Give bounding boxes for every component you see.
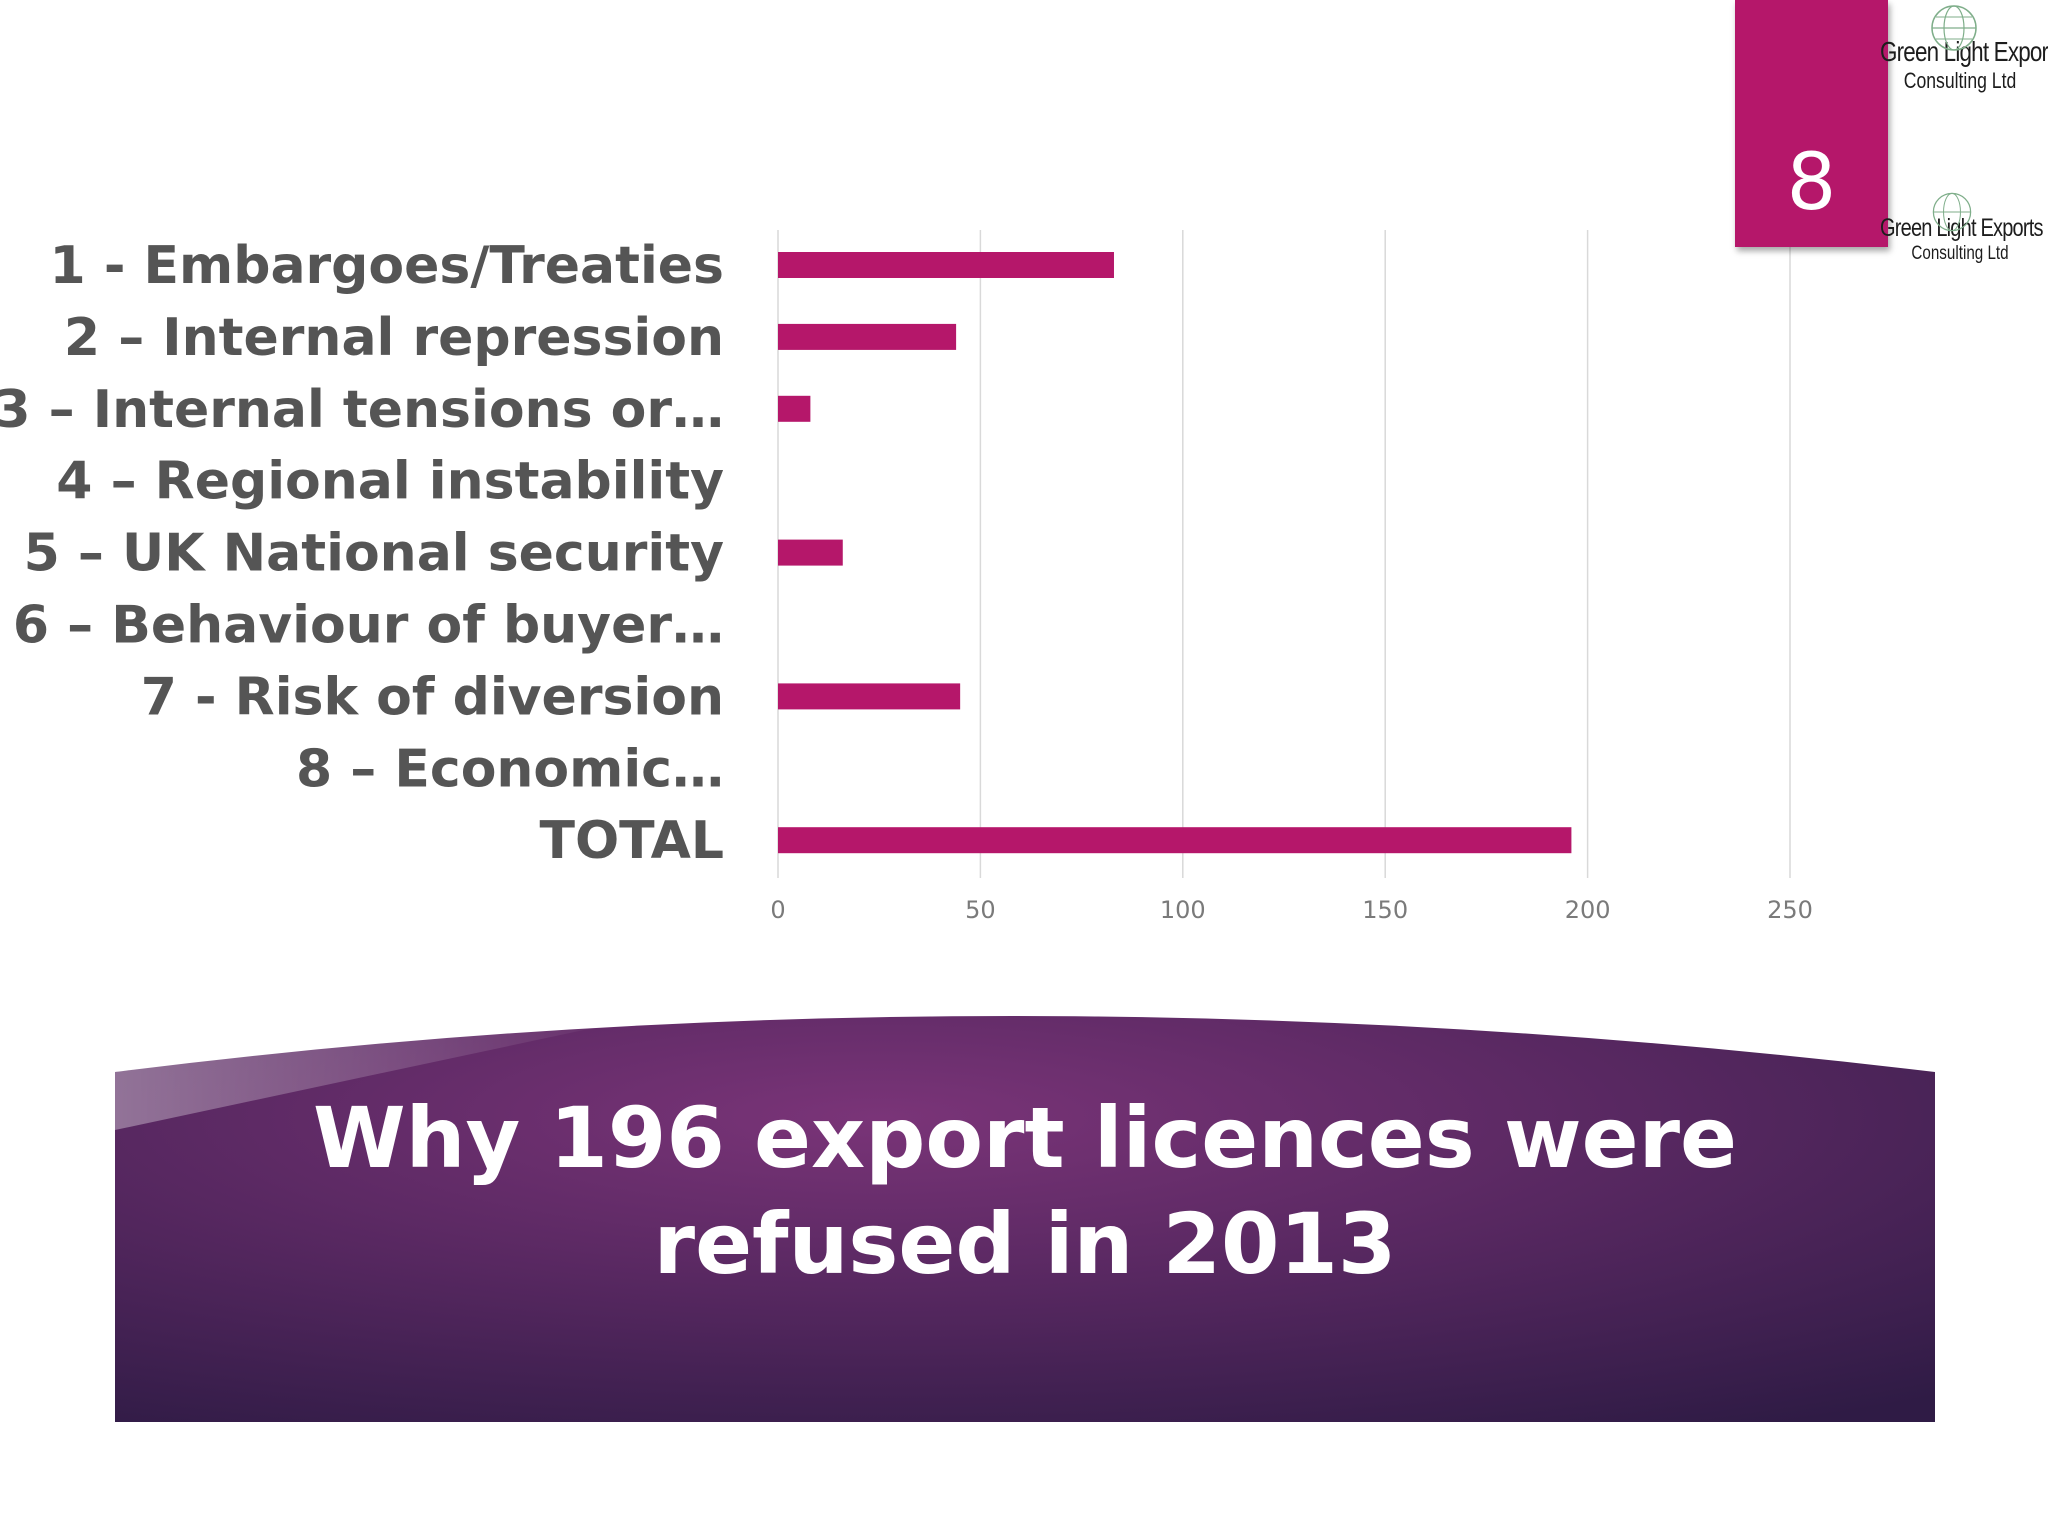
category-labels: 1 - Embargoes/Treaties 2 – Internal repre… [0,236,724,871]
slide-title: Why 196 export licences were refused in … [115,1085,1935,1297]
company-logo-top: Green Light Exports Consulting Ltd [1860,36,2048,94]
bar [778,539,843,566]
category-label: 4 – Regional instability [56,452,724,512]
x-tick-label: 50 [965,896,996,924]
logo-name: Green Light Exports [1880,36,2048,67]
x-tick-label: 100 [1160,896,1206,924]
page-number-badge: 8 [1735,0,1888,247]
title-line-2: refused in 2013 [653,1195,1397,1293]
x-tick-labels: 0 50 100 150 200 250 [770,896,1813,924]
bar-chart: 1 - Embargoes/Treaties 2 – Internal repre… [0,230,1813,924]
globe-icon [1932,192,1972,232]
bars [778,252,1572,854]
gridlines [777,230,1791,878]
logo-subtitle: Consulting Ltd [1903,68,2017,93]
x-tick-label: 200 [1565,896,1611,924]
category-label: 7 - Risk of diversion [141,667,724,727]
logo-subtitle: Consulting Ltd [1911,243,2009,264]
title-line-1: Why 196 export licences were [313,1089,1737,1187]
bar [778,323,957,350]
bar [778,252,1114,278]
category-label: 5 – UK National security [24,524,724,584]
x-tick-label: 0 [770,896,785,924]
category-label: 3 – Internal tensions or… [0,380,724,440]
page-number: 8 [1786,138,1837,228]
category-label: TOTAL [540,811,725,871]
bar [778,827,1572,854]
bar [778,395,811,422]
category-label: 8 – Economic… [296,739,724,799]
category-label: 6 – Behaviour of buyer… [13,596,724,656]
globe-icon [1931,5,1977,51]
category-label: 1 - Embargoes/Treaties [50,236,724,296]
bar [778,683,961,710]
x-tick-label: 250 [1767,896,1813,924]
category-label: 2 – Internal repression [64,308,724,368]
x-tick-label: 150 [1362,896,1408,924]
